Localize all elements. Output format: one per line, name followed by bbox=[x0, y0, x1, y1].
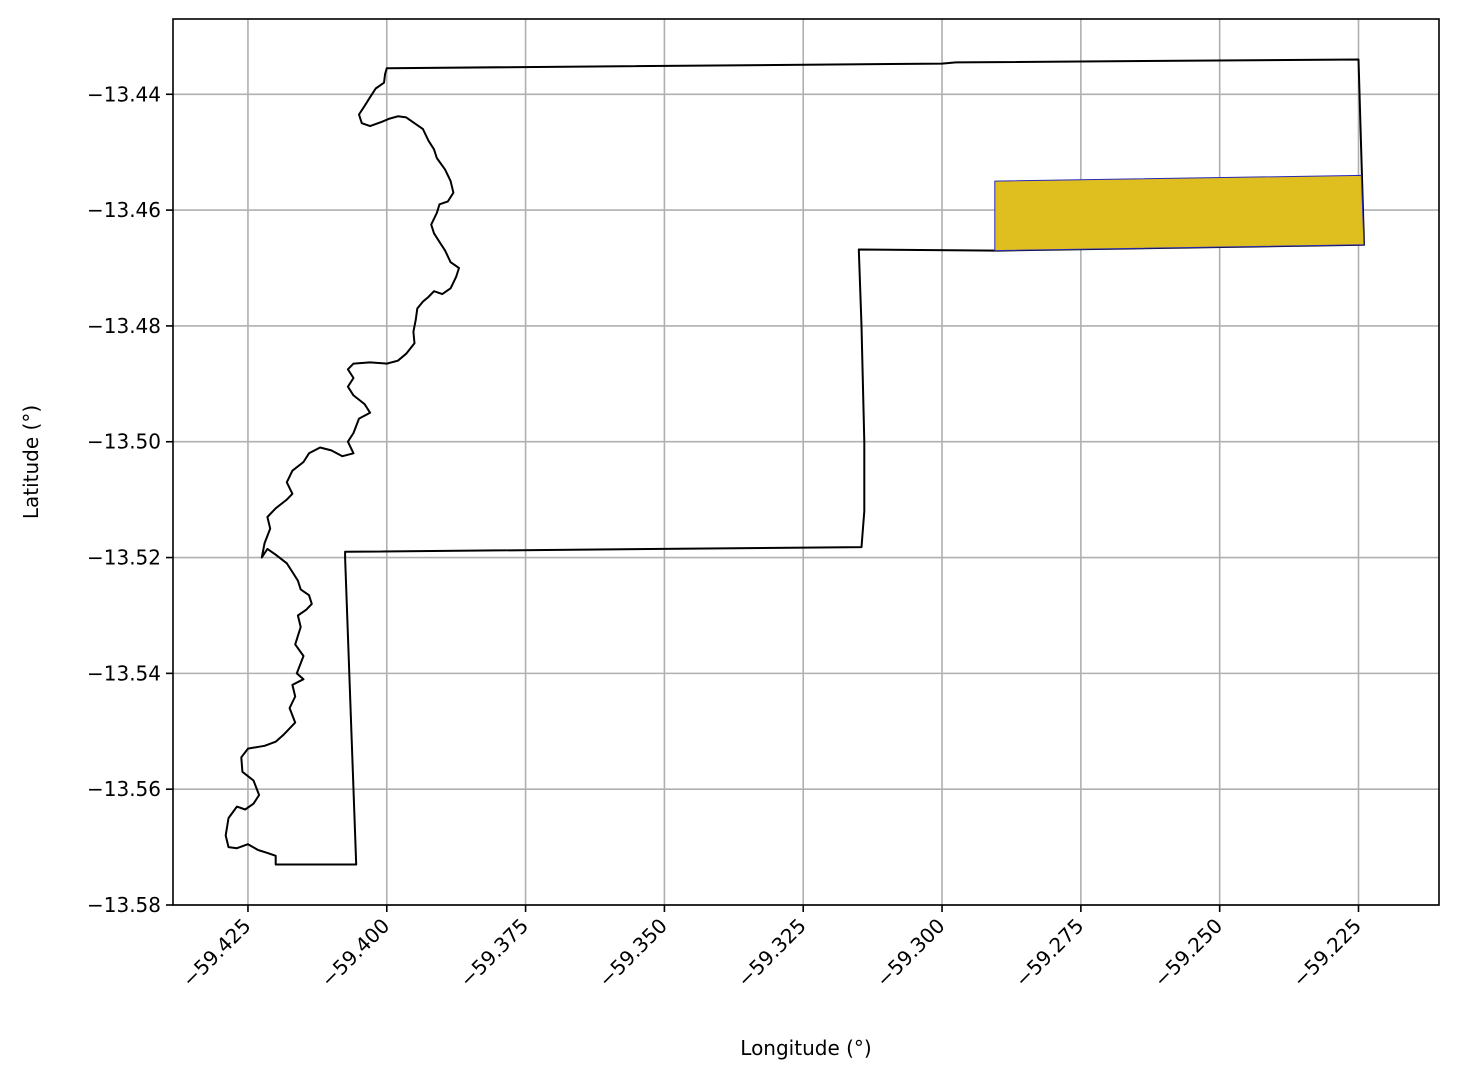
y-tick-label: −13.46 bbox=[87, 198, 161, 222]
y-tick-label: −13.48 bbox=[87, 314, 161, 338]
y-tick-label: −13.44 bbox=[87, 82, 161, 106]
boundary-outline bbox=[224, 58, 1365, 866]
y-tick-label: −13.52 bbox=[87, 546, 161, 570]
y-tick-label: −13.56 bbox=[87, 777, 161, 801]
map-layers bbox=[224, 58, 1365, 866]
plot-frame bbox=[172, 18, 1440, 906]
y-axis-title: Latitude (°) bbox=[19, 405, 43, 519]
y-tick-label: −13.58 bbox=[87, 893, 161, 917]
y-tick-label: −13.54 bbox=[87, 661, 161, 685]
x-axis-title: Longitude (°) bbox=[740, 1036, 871, 1060]
highlighted-area bbox=[994, 174, 1365, 252]
y-tick-label: −13.50 bbox=[87, 430, 161, 454]
